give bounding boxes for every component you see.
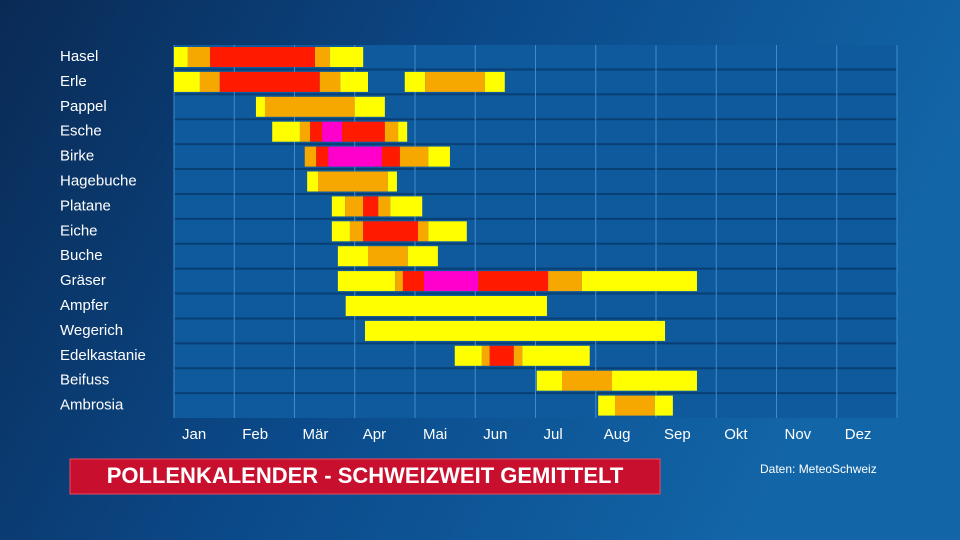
pollen-segment <box>363 221 419 242</box>
pollen-segment <box>304 146 317 167</box>
pollen-segment <box>174 71 200 92</box>
pollen-segment <box>387 171 397 192</box>
pollen-segment <box>174 47 188 67</box>
row-label: Ampfer <box>60 297 108 314</box>
pollen-segment <box>345 196 364 217</box>
pollen-segment <box>314 47 331 67</box>
pollen-segment <box>428 146 450 167</box>
pollen-segment <box>322 121 343 142</box>
pollen-segment <box>418 221 429 242</box>
x-tick-label: Feb <box>242 426 268 443</box>
pollen-segment <box>489 345 514 366</box>
row-label: Birke <box>60 148 94 165</box>
pollen-segment <box>272 121 300 142</box>
pollen-segment <box>331 221 350 242</box>
x-tick-label: Aug <box>604 426 631 443</box>
pollen-segment <box>522 345 590 366</box>
pollen-segment <box>337 271 396 292</box>
pollen-segment <box>425 71 485 92</box>
pollen-segment <box>402 271 425 292</box>
pollen-segment <box>384 121 399 142</box>
pollen-segment <box>428 221 467 242</box>
x-tick-label: Mär <box>303 426 329 443</box>
row-label: Eiche <box>60 222 98 239</box>
pollen-segment <box>615 395 655 416</box>
pollen-segment <box>210 47 315 67</box>
pollen-segment <box>364 320 666 341</box>
pollen-segment <box>478 271 549 292</box>
x-tick-label: Apr <box>363 426 386 443</box>
pollen-segment <box>598 395 616 416</box>
pollen-segment <box>581 271 697 292</box>
row-label: Ambrosia <box>60 397 124 414</box>
x-tick-label: Jan <box>182 426 206 443</box>
pollen-segment <box>219 71 320 92</box>
pollen-segment <box>381 146 400 167</box>
pollen-segment <box>319 71 341 92</box>
pollen-segment <box>536 370 563 391</box>
pollen-segment <box>399 146 429 167</box>
x-tick-label: Jul <box>544 426 563 443</box>
pollen-segment <box>395 271 403 292</box>
pollen-segment <box>340 71 369 92</box>
pollen-segment <box>654 395 673 416</box>
row-label: Esche <box>60 123 102 140</box>
row-label: Platane <box>60 197 111 214</box>
pollen-segment <box>317 171 388 192</box>
row-label: Hagebuche <box>60 172 137 189</box>
pollen-segment <box>342 121 385 142</box>
pollen-segment <box>307 171 318 192</box>
pollen-segment <box>264 96 355 117</box>
row-label: Wegerich <box>60 322 123 339</box>
pollen-segment <box>363 196 379 217</box>
pollen-segment <box>316 146 329 167</box>
pollen-segment <box>354 96 385 117</box>
pollen-segment <box>454 345 482 366</box>
pollen-segment <box>404 71 426 92</box>
pollen-segment <box>484 71 505 92</box>
row-label: Buche <box>60 247 103 264</box>
pollen-segment <box>548 271 582 292</box>
pollen-segment <box>349 221 364 242</box>
pollen-segment <box>331 196 346 217</box>
x-tick-label: Okt <box>724 426 748 443</box>
x-tick-label: Jun <box>483 426 507 443</box>
pollen-segment <box>562 370 613 391</box>
title-banner <box>69 458 661 495</box>
row-label: Pappel <box>60 98 107 115</box>
x-tick-label: Nov <box>785 426 812 443</box>
pollen-segment <box>199 71 220 92</box>
pollen-segment <box>328 146 382 167</box>
pollen-segment <box>255 96 265 117</box>
row-label: Beifuss <box>60 372 109 389</box>
pollen-segment <box>337 246 369 267</box>
x-tick-label: Dez <box>845 426 872 443</box>
pollen-segment <box>390 196 423 217</box>
pollen-segment <box>299 121 311 142</box>
x-tick-label: Mai <box>423 426 447 443</box>
row-label: Erle <box>60 73 87 90</box>
pollen-segment <box>481 345 490 366</box>
pollen-segment <box>187 47 211 67</box>
pollen-segment <box>398 121 408 142</box>
pollen-segment <box>407 246 438 267</box>
pollen-segment <box>378 196 391 217</box>
row-label: Edelkastanie <box>60 347 146 364</box>
row-label: Hasel <box>60 48 98 65</box>
pollen-segment <box>310 121 323 142</box>
source: Daten: MeteoSchweiz <box>760 462 877 476</box>
pollen-segment <box>612 370 697 391</box>
pollen-segment <box>330 47 364 67</box>
x-tick-label: Sep <box>664 426 691 443</box>
pollen-segment <box>368 246 408 267</box>
chart-title: POLLENKALENDER - SCHWEIZWEIT GEMITTELT <box>107 463 624 488</box>
row-label: Gräser <box>60 272 106 289</box>
pollen-segment <box>345 296 547 316</box>
pollen-segment <box>424 271 479 292</box>
pollen-segment <box>513 345 523 366</box>
